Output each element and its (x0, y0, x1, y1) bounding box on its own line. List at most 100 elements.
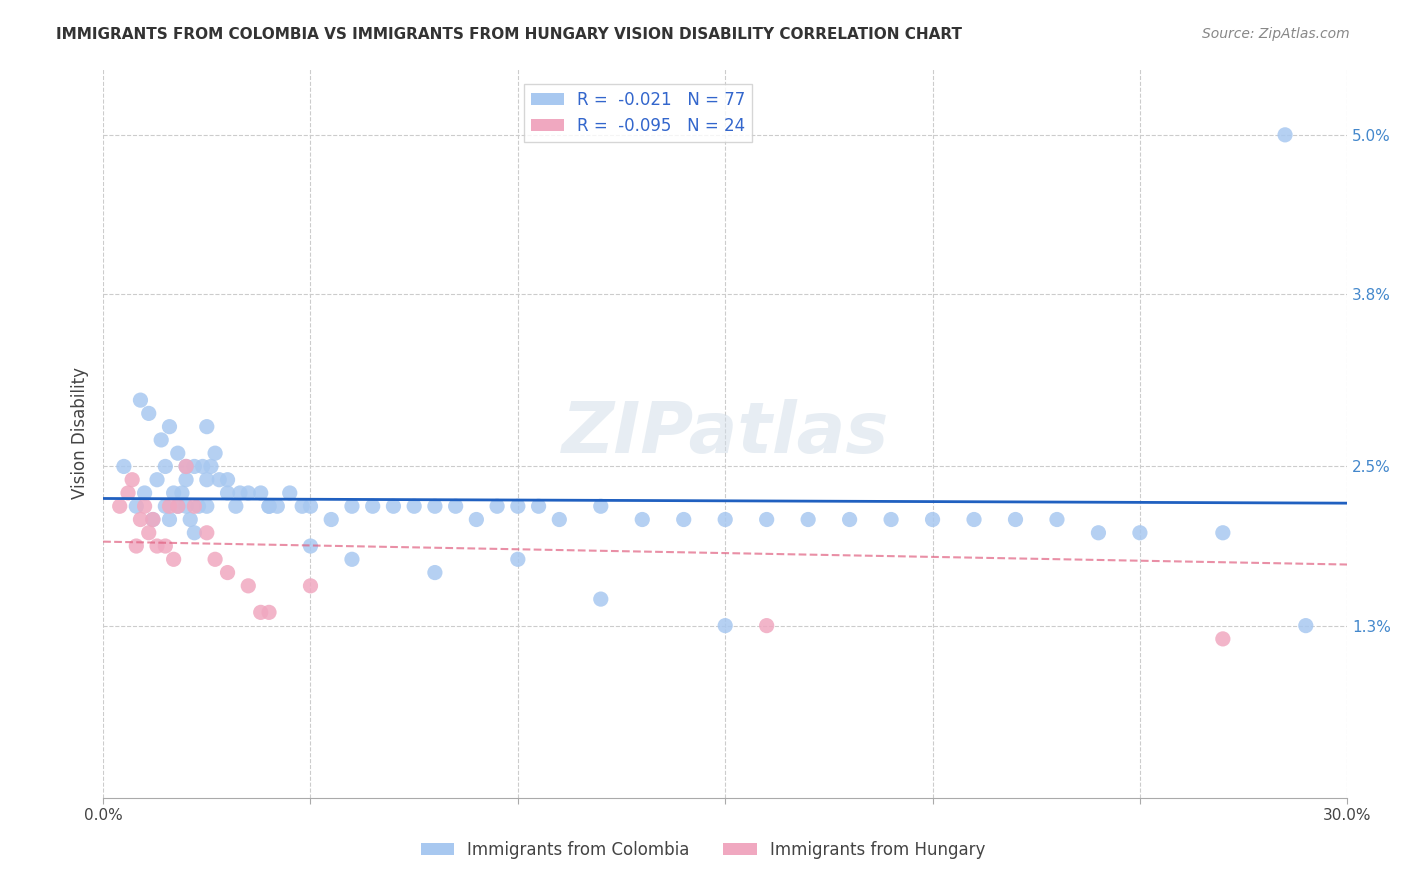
Point (195, 419, 218, 434)
Point (174, 459, 197, 474)
Point (183, 500, 205, 514)
Point (138, 525, 160, 540)
Point (589, 500, 612, 514)
Point (257, 500, 280, 514)
Point (138, 406, 160, 420)
Point (838, 512, 860, 526)
Point (162, 486, 184, 500)
Point (217, 473, 239, 487)
Point (134, 486, 156, 500)
Point (159, 512, 181, 526)
Point (129, 512, 152, 526)
Point (200, 459, 222, 474)
Point (166, 446, 188, 460)
Point (249, 606, 271, 620)
Point (187, 500, 209, 514)
Point (486, 500, 509, 514)
Point (361, 500, 384, 514)
Point (423, 500, 446, 514)
Point (291, 500, 314, 514)
Point (714, 618, 737, 632)
Point (249, 486, 271, 500)
Point (1046, 512, 1069, 526)
Point (159, 419, 181, 434)
Point (266, 500, 288, 514)
Point (1129, 525, 1152, 540)
Point (340, 552, 363, 566)
Point (423, 566, 446, 580)
Point (217, 566, 239, 580)
Point (183, 459, 205, 474)
Point (238, 579, 260, 593)
Point (129, 393, 152, 408)
Point (195, 525, 218, 540)
Point (755, 512, 778, 526)
Text: Source: ZipAtlas.com: Source: ZipAtlas.com (1202, 27, 1350, 41)
Point (142, 512, 165, 526)
Point (506, 500, 529, 514)
Point (755, 618, 778, 632)
Point (880, 512, 903, 526)
Point (204, 446, 226, 460)
Point (208, 473, 231, 487)
Point (714, 512, 737, 526)
Point (125, 539, 148, 553)
Point (204, 552, 226, 566)
Point (195, 473, 218, 487)
Point (174, 459, 197, 474)
Point (108, 500, 131, 514)
Point (404, 500, 426, 514)
Point (150, 433, 173, 447)
Point (1212, 632, 1234, 646)
Point (299, 539, 322, 553)
Y-axis label: Vision Disability: Vision Disability (72, 368, 89, 500)
Point (225, 500, 247, 514)
Point (125, 500, 148, 514)
Point (963, 512, 986, 526)
Point (174, 500, 197, 514)
Text: IMMIGRANTS FROM COLOMBIA VS IMMIGRANTS FROM HUNGARY VISION DISABILITY CORRELATIO: IMMIGRANTS FROM COLOMBIA VS IMMIGRANTS F… (56, 27, 962, 42)
Point (1274, 128, 1296, 142)
Point (142, 512, 165, 526)
Point (382, 500, 405, 514)
Point (170, 486, 193, 500)
Point (112, 459, 135, 474)
Point (1004, 512, 1026, 526)
Point (191, 459, 214, 474)
Point (506, 552, 529, 566)
Point (121, 473, 143, 487)
Point (257, 606, 280, 620)
Point (155, 459, 177, 474)
Point (299, 500, 322, 514)
Point (155, 500, 177, 514)
Legend: Immigrants from Colombia, Immigrants from Hungary: Immigrants from Colombia, Immigrants fro… (415, 835, 991, 866)
Point (299, 579, 322, 593)
Point (146, 539, 169, 553)
Point (146, 473, 169, 487)
Point (1087, 525, 1109, 540)
Point (548, 512, 571, 526)
Point (340, 500, 363, 514)
Point (921, 512, 943, 526)
Point (217, 486, 239, 500)
Point (444, 500, 467, 514)
Point (257, 500, 280, 514)
Point (631, 512, 654, 526)
Point (1295, 618, 1317, 632)
Point (465, 512, 488, 526)
Point (166, 500, 188, 514)
Point (229, 486, 252, 500)
Point (672, 512, 695, 526)
Point (278, 486, 301, 500)
Point (162, 552, 184, 566)
Point (183, 525, 205, 540)
Point (238, 486, 260, 500)
Point (1212, 525, 1234, 540)
Point (179, 512, 201, 526)
Point (134, 500, 156, 514)
Point (195, 500, 218, 514)
Point (166, 500, 188, 514)
Text: ZIPatlas: ZIPatlas (561, 399, 889, 467)
Point (527, 500, 550, 514)
Point (155, 539, 177, 553)
